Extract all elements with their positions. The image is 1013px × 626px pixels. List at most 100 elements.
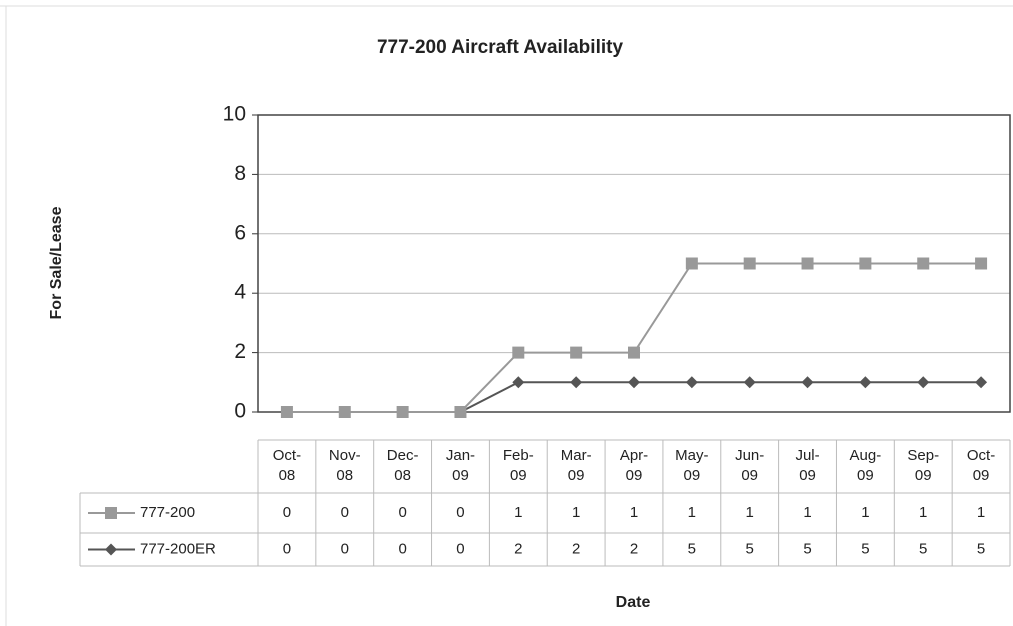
marker	[801, 376, 814, 389]
x-tick-label: Dec- 08	[387, 447, 419, 484]
x-tick-label-part: 08	[279, 467, 296, 484]
x-tick-label-part: 08	[394, 467, 411, 484]
table-value: 0	[341, 540, 349, 557]
table-value: 0	[283, 504, 291, 521]
marker	[975, 376, 988, 389]
marker	[917, 257, 930, 270]
legend-label: 777-200ER	[140, 540, 216, 557]
table-value: 2	[630, 540, 638, 557]
marker	[570, 346, 583, 359]
table-value: 5	[803, 540, 811, 557]
x-tick-label-part: Sep-	[907, 447, 939, 464]
y-tick-label: 4	[234, 281, 246, 304]
table-value: 1	[977, 504, 985, 521]
x-tick-label: Aug- 09	[850, 447, 882, 484]
table-value: 0	[456, 504, 464, 521]
table-value: 0	[283, 540, 291, 557]
marker	[338, 406, 351, 418]
table-value: 2	[572, 540, 580, 557]
y-tick-label: 0	[234, 400, 246, 423]
x-tick-label-part: 08	[336, 467, 353, 484]
x-tick-label: Oct- 09	[967, 447, 995, 484]
table-value: 5	[919, 540, 927, 557]
x-tick-label: Oct- 08	[273, 447, 301, 484]
table-value: 0	[398, 504, 406, 521]
y-tick-label: 2	[234, 340, 246, 363]
y-axis-label: For Sale/Lease	[48, 206, 65, 319]
x-tick-label: Jun- 09	[735, 447, 764, 484]
marker	[105, 543, 117, 556]
x-tick-label-part: Oct-	[967, 447, 995, 464]
table-value: 1	[803, 504, 811, 521]
marker	[512, 376, 525, 389]
x-tick-label-part: 09	[510, 467, 527, 484]
marker	[743, 376, 756, 389]
table-value: 1	[572, 504, 580, 521]
marker	[570, 376, 583, 389]
y-tick-label: 8	[234, 162, 246, 185]
table-value: 2	[514, 540, 522, 557]
x-tick-label: Feb- 09	[503, 447, 534, 484]
table-value: 1	[630, 504, 638, 521]
marker	[859, 257, 872, 270]
table-value: 5	[746, 540, 754, 557]
x-tick-label: Apr- 09	[620, 447, 648, 484]
chart-title: 777-200 Aircraft Availability	[377, 37, 623, 58]
x-tick-label-part: Jul-	[795, 447, 819, 464]
x-tick-label-part: 09	[626, 467, 643, 484]
series-line	[286, 262, 982, 413]
x-axis-label: Date	[616, 594, 651, 611]
y-tick-label: 10	[223, 103, 246, 126]
table-value: 5	[861, 540, 869, 557]
marker	[105, 507, 117, 519]
marker	[396, 406, 409, 418]
x-tick-label-part: Nov-	[329, 447, 361, 464]
table-value: 1	[861, 504, 869, 521]
x-tick-label-part: 09	[973, 467, 990, 484]
marker	[280, 406, 293, 418]
x-tick-label: Nov- 08	[329, 447, 361, 484]
table-value: 5	[977, 540, 985, 557]
x-tick-label: Jan- 09	[446, 447, 475, 484]
legend-label: 777-200	[140, 504, 195, 521]
marker	[685, 257, 698, 270]
x-tick-label-part: May-	[675, 447, 708, 464]
table-value: 1	[919, 504, 927, 521]
table-value: 0	[398, 540, 406, 557]
x-tick-label-part: 09	[452, 467, 469, 484]
marker	[454, 406, 467, 418]
table-value: 5	[688, 540, 696, 557]
x-tick-label-part: Oct-	[273, 447, 301, 464]
x-tick-label: Mar- 09	[561, 447, 592, 484]
x-tick-label-part: Apr-	[620, 447, 648, 464]
marker	[628, 376, 640, 389]
table-value: 1	[688, 504, 696, 521]
marker	[975, 257, 988, 270]
marker	[859, 376, 872, 389]
x-tick-label: Jul- 09	[795, 447, 819, 484]
table-value: 1	[514, 504, 522, 521]
marker	[628, 346, 640, 359]
table-value: 0	[341, 504, 349, 521]
table-value: 1	[746, 504, 754, 521]
x-tick-label-part: 09	[568, 467, 585, 484]
x-tick-label-part: Feb-	[503, 447, 534, 464]
x-tick-label-part: 09	[915, 467, 932, 484]
marker	[685, 376, 698, 389]
x-tick-label-part: Mar-	[561, 447, 592, 464]
marker	[512, 346, 525, 359]
x-tick-label-part: Dec-	[387, 447, 419, 464]
x-tick-label-part: 09	[684, 467, 701, 484]
x-tick-label-part: Jan-	[446, 447, 475, 464]
marker	[917, 376, 930, 389]
marker	[801, 257, 814, 270]
plot-frame	[257, 114, 1011, 413]
x-tick-label-part: Jun-	[735, 447, 764, 464]
marker	[743, 257, 756, 270]
x-tick-label-part: Aug-	[850, 447, 882, 464]
x-tick-label: May- 09	[675, 447, 708, 484]
x-tick-label: Sep- 09	[907, 447, 939, 484]
y-tick-label: 6	[234, 221, 246, 244]
table-value: 0	[456, 540, 464, 557]
